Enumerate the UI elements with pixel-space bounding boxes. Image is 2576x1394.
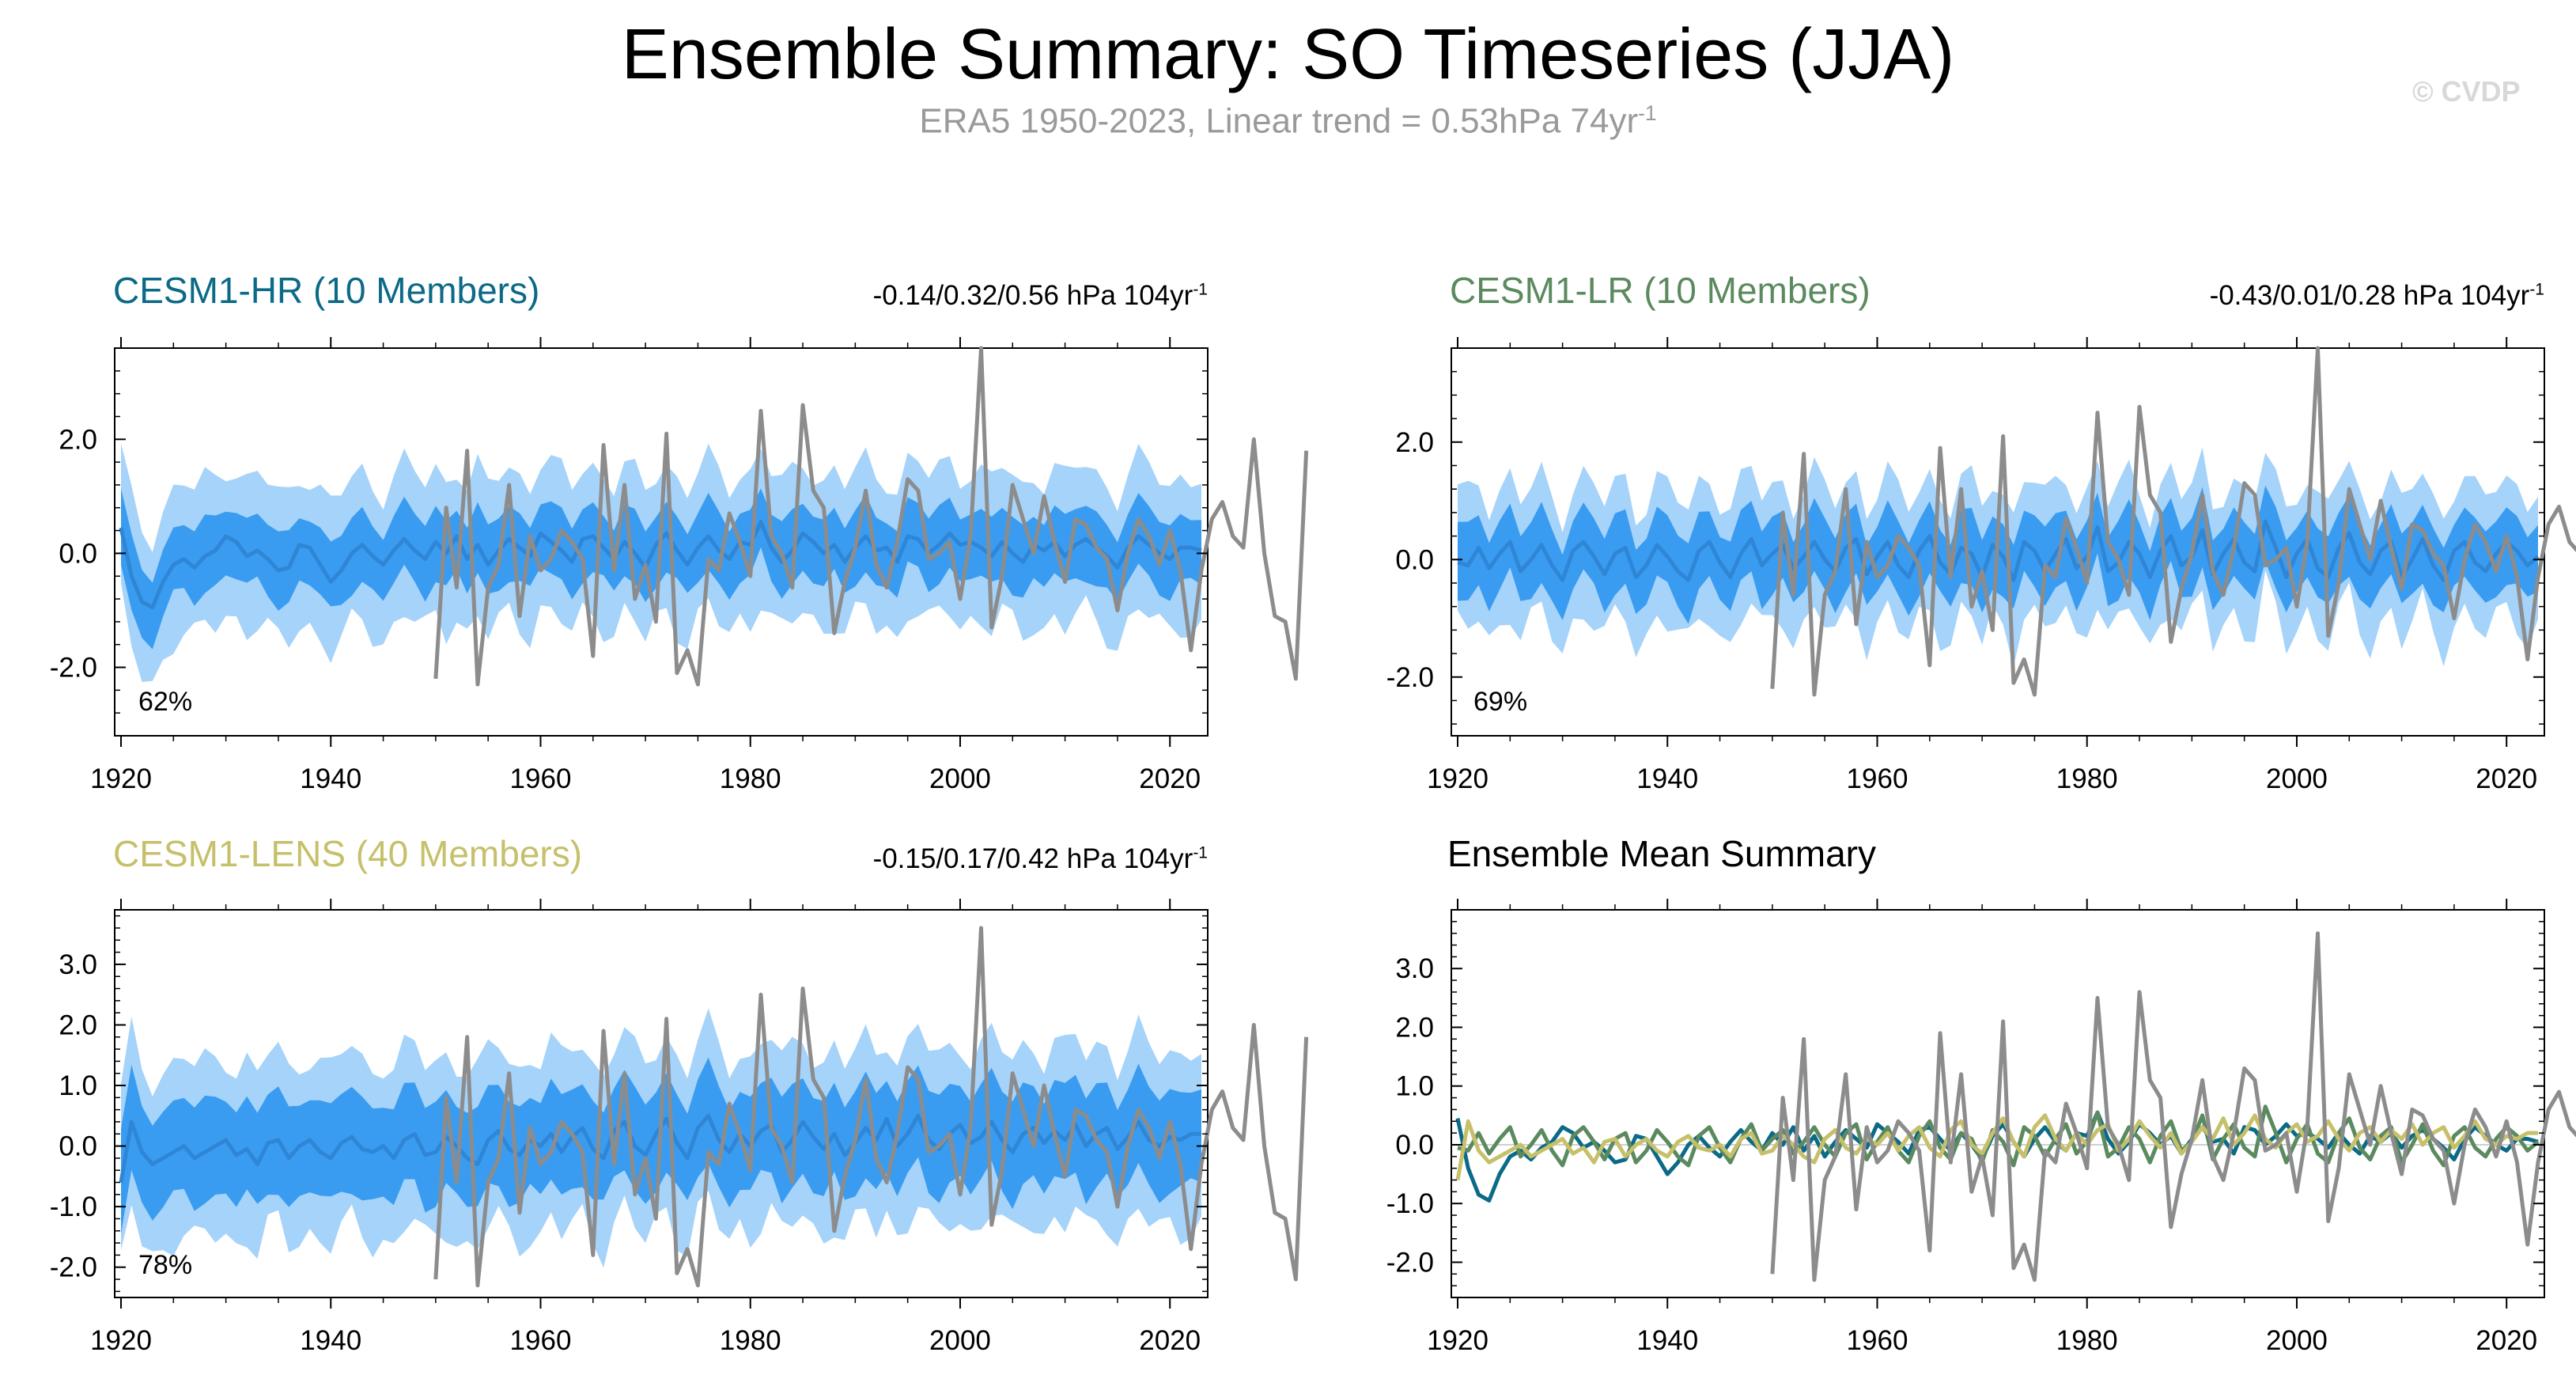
x-tick-label: 1960 <box>1847 1325 1908 1356</box>
panel-trend-lens-exp: -1 <box>1193 843 1208 862</box>
x-tick-label: 1980 <box>2056 1325 2118 1356</box>
y-tick-label: 3.0 <box>59 949 97 980</box>
panel-hr: 62% -2.0 0.0 2.0 1920 1940 1960 1980 2000 2020 <box>50 337 1309 794</box>
y-tick-label: -2.0 <box>50 1252 97 1283</box>
y-tick-label: 0.0 <box>59 538 97 569</box>
y-tick-label: -1.0 <box>50 1191 97 1222</box>
y-tick-label: -2.0 <box>50 653 97 684</box>
panel-title-summary: Ensemble Mean Summary <box>1447 833 1876 874</box>
y-tick-label: -2.0 <box>1386 1247 1434 1278</box>
x-tick-label: 1920 <box>90 1325 152 1356</box>
x-tick-label: 2000 <box>929 1325 991 1356</box>
observed-line <box>433 926 1309 1288</box>
y-tick-label: 2.0 <box>59 1010 97 1040</box>
y-tick-label: 3.0 <box>1395 953 1434 984</box>
x-tick-label: 1960 <box>510 763 572 794</box>
y-tick-label: 0.0 <box>59 1131 97 1162</box>
y-tick-label: 2.0 <box>1395 1012 1434 1043</box>
x-tick-label: 2020 <box>1139 763 1201 794</box>
plot-frame <box>1451 909 2545 1298</box>
x-tick-label: 1980 <box>720 763 781 794</box>
x-tick-label: 1920 <box>90 763 152 794</box>
x-tick-label: 1980 <box>720 1325 781 1356</box>
x-tick-label: 1940 <box>1636 763 1698 794</box>
panel-trend-lr-text: -0.43/0.01/0.28 hPa 104yr <box>2209 280 2530 311</box>
y-tick-label: 2.0 <box>59 424 97 455</box>
observed-line <box>433 346 1309 687</box>
panel-title-lens: CESM1-LENS (40 Members) <box>113 833 583 874</box>
subtitle-text: ERA5 1950-2023, Linear trend = 0.53hPa 7… <box>919 101 1639 141</box>
figure-title: Ensemble Summary: SO Timeseries (JJA) <box>621 15 1955 94</box>
panel-trend-hr-text: -0.14/0.32/0.56 hPa 104yr <box>872 280 1193 311</box>
observed-line <box>1770 346 2576 697</box>
x-tick-label: 1940 <box>300 763 361 794</box>
panel-trend-hr-exp: -1 <box>1193 280 1208 299</box>
panel-summary: -2.0 -1.0 0.0 1.0 2.0 3.0 1920 1940 1960 1980 2000… <box>1386 899 2576 1356</box>
subtitle-exponent: -1 <box>1638 101 1657 125</box>
panel-lr: 69% -2.0 0.0 2.0 1920 1940 1960 1980 2000 2020 <box>1386 337 2576 794</box>
plot-frame <box>114 909 1209 1298</box>
x-tick-label: 1920 <box>1427 763 1488 794</box>
x-tick-label: 2000 <box>929 763 991 794</box>
y-tick-label: -2.0 <box>1386 662 1434 693</box>
x-tick-label: 2020 <box>2476 1325 2537 1356</box>
x-tick-label: 2000 <box>2266 763 2328 794</box>
panel-trend-lr-exp: -1 <box>2529 280 2544 299</box>
y-tick-label: -1.0 <box>1386 1188 1434 1219</box>
y-tick-label: 0.0 <box>1395 544 1434 575</box>
panel-trend-lr: -0.43/0.01/0.28 hPa 104yr-1 <box>2210 280 2544 312</box>
x-tick-label: 1920 <box>1427 1325 1488 1356</box>
figure-subtitle: ERA5 1950-2023, Linear trend = 0.53hPa 7… <box>0 101 2576 142</box>
x-tick-label: 1980 <box>2056 763 2118 794</box>
panel-trend-lens: -0.15/0.17/0.42 hPa 104yr-1 <box>873 843 1208 875</box>
x-tick-label: 1960 <box>510 1325 572 1356</box>
panel-title-hr: CESM1-HR (10 Members) <box>113 270 540 311</box>
percent-label: 62% <box>138 687 192 717</box>
y-tick-label: 1.0 <box>59 1070 97 1101</box>
x-tick-label: 2020 <box>1139 1325 1201 1356</box>
percent-label: 69% <box>1473 687 1527 717</box>
panel-trend-lens-text: -0.15/0.17/0.42 hPa 104yr <box>872 843 1193 874</box>
y-tick-label: 2.0 <box>1395 427 1434 458</box>
y-tick-label: 1.0 <box>1395 1071 1434 1102</box>
x-tick-label: 1940 <box>1636 1325 1698 1356</box>
x-tick-label: 1940 <box>300 1325 361 1356</box>
series-line-era5 <box>1770 931 2576 1282</box>
watermark: © CVDP <box>2412 75 2521 108</box>
percent-label: 78% <box>138 1250 192 1280</box>
y-tick-label: 0.0 <box>1395 1130 1434 1161</box>
x-tick-label: 1960 <box>1847 763 1908 794</box>
x-tick-label: 2000 <box>2266 1325 2328 1356</box>
panel-title-lr: CESM1-LR (10 Members) <box>1450 270 1871 311</box>
x-tick-label: 2020 <box>2476 763 2537 794</box>
panel-trend-hr: -0.14/0.32/0.56 hPa 104yr-1 <box>873 280 1208 312</box>
panel-lens: 78% -2.0 -1.0 0.0 1.0 2.0 3.0 1920 1940 1960 1980 2… <box>50 899 1309 1356</box>
band-inner <box>121 488 1201 650</box>
